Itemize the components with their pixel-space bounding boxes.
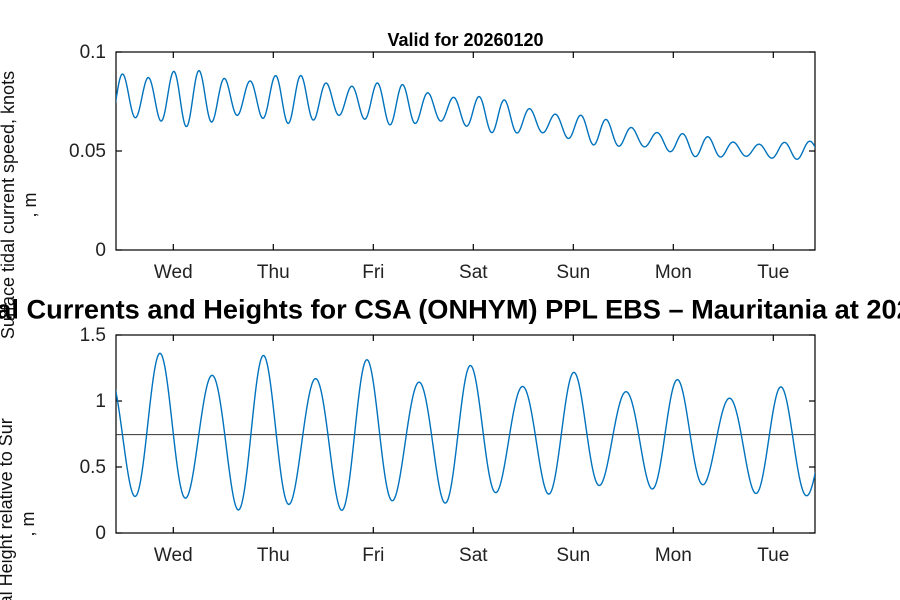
svg-text:, m: , m bbox=[20, 193, 40, 218]
svg-text:0.05: 0.05 bbox=[69, 141, 106, 162]
svg-text:, m: , m bbox=[18, 512, 38, 537]
svg-text:0: 0 bbox=[95, 523, 106, 544]
svg-text:Sun: Sun bbox=[556, 545, 590, 566]
svg-text:0.1: 0.1 bbox=[80, 42, 106, 63]
svg-text:Mon: Mon bbox=[655, 545, 692, 566]
svg-text:Thu: Thu bbox=[257, 545, 290, 566]
svg-text:1: 1 bbox=[95, 391, 106, 412]
svg-text:Wed: Wed bbox=[154, 262, 193, 283]
svg-text:Sat: Sat bbox=[459, 545, 488, 566]
svg-text:Sun: Sun bbox=[556, 262, 590, 283]
svg-text:Tidal Currents and Heights for: Tidal Currents and Heights for CSA (ONHY… bbox=[0, 294, 900, 325]
svg-text:0: 0 bbox=[95, 240, 106, 261]
svg-text:Fri: Fri bbox=[362, 262, 384, 283]
svg-text:Tue: Tue bbox=[757, 545, 789, 566]
svg-text:Wed: Wed bbox=[154, 545, 193, 566]
svg-text:Sat: Sat bbox=[459, 262, 488, 283]
svg-text:Thu: Thu bbox=[257, 262, 290, 283]
svg-text:Fri: Fri bbox=[362, 545, 384, 566]
svg-text:Tue: Tue bbox=[757, 262, 789, 283]
svg-text:0.5: 0.5 bbox=[80, 457, 106, 478]
svg-text:Valid for 20260120: Valid for 20260120 bbox=[387, 30, 543, 50]
svg-text:Mon: Mon bbox=[655, 262, 692, 283]
svg-text:1.5: 1.5 bbox=[80, 325, 106, 346]
svg-text:Tidal Height relative to Sur: Tidal Height relative to Sur bbox=[0, 418, 16, 600]
